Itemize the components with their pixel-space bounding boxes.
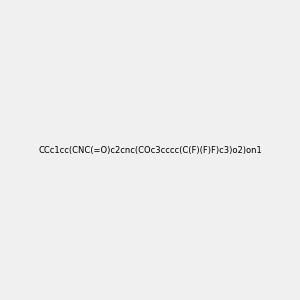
Text: CCc1cc(CNC(=O)c2cnc(COc3cccc(C(F)(F)F)c3)o2)on1: CCc1cc(CNC(=O)c2cnc(COc3cccc(C(F)(F)F)c3… (38, 146, 262, 154)
